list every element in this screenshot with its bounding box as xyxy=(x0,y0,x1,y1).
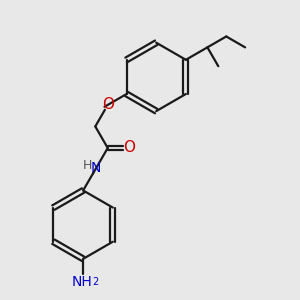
Text: 2: 2 xyxy=(92,277,98,286)
Text: N: N xyxy=(91,161,101,175)
Text: H: H xyxy=(83,159,92,172)
Text: O: O xyxy=(124,140,136,155)
Text: O: O xyxy=(102,98,114,112)
Text: NH: NH xyxy=(71,275,92,289)
